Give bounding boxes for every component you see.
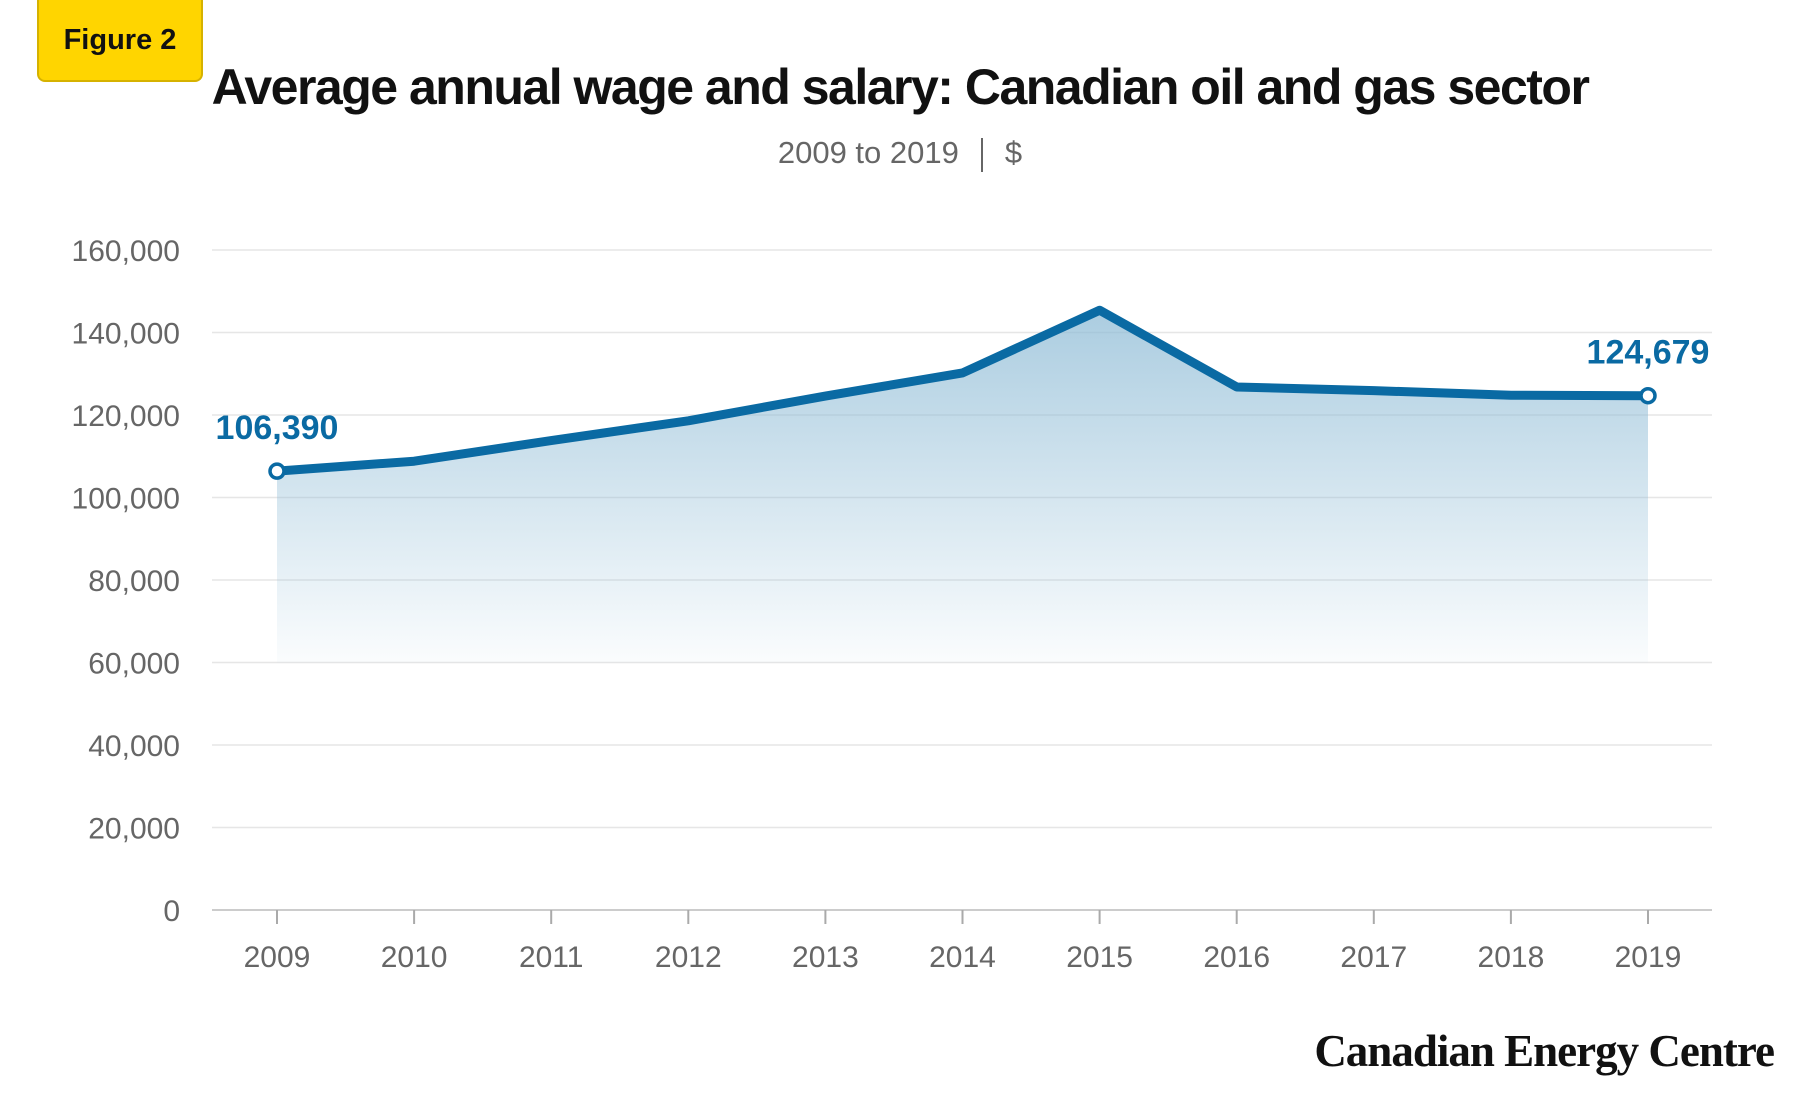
- x-tick-label: 2016: [1203, 941, 1270, 974]
- y-tick-label: 20,000: [88, 813, 180, 846]
- subtitle-separator: [980, 137, 983, 172]
- area-fill-group: [277, 310, 1648, 663]
- x-tick-label: 2017: [1340, 941, 1407, 974]
- chart-subtitle: 2009 to 2019 $: [0, 135, 1800, 172]
- x-tick-label: 2009: [244, 941, 311, 974]
- y-tick-label: 80,000: [88, 565, 180, 598]
- data-label: 106,390: [216, 409, 339, 447]
- data-point: [1234, 384, 1240, 390]
- subtitle-unit: $: [1004, 135, 1023, 170]
- area-fill: [277, 310, 1648, 663]
- data-point: [548, 438, 554, 444]
- endpoint-marker: [1639, 386, 1657, 405]
- canadian-energy-centre-logo: Canadian Energy Centre: [1314, 1026, 1775, 1076]
- subtitle-period: 2009 to 2019: [777, 135, 959, 170]
- chart-title: Average annual wage and salary: Canadian…: [211, 59, 1590, 115]
- data-point: [1371, 388, 1377, 394]
- series-line: [272, 305, 1653, 476]
- figure-badge: Figure 2: [37, 0, 203, 82]
- data-point: [411, 458, 417, 464]
- data-point: [960, 370, 966, 376]
- x-tick-label: 2015: [1066, 941, 1133, 974]
- x-tick-label: 2014: [929, 941, 996, 974]
- endpoint-marker: [268, 462, 286, 480]
- x-axis: [212, 909, 1712, 924]
- x-tick-label: 2011: [519, 941, 584, 974]
- x-tick-label: 2019: [1615, 941, 1682, 974]
- data-point: [1097, 307, 1103, 313]
- x-tick-label: 2012: [655, 941, 722, 974]
- y-tick-label: 160,000: [72, 235, 180, 268]
- data-point: [822, 393, 828, 399]
- annotations: 106,390 124,679: [216, 334, 1710, 480]
- y-tick-label: 40,000: [88, 730, 180, 763]
- tick-labels: 0 20,000 40,000 60,000 80,000 100,000 120,000 1…: [72, 235, 1682, 974]
- y-tick-label: 100,000: [72, 483, 180, 516]
- figure-badge-label: Figure 2: [63, 23, 177, 56]
- y-tick-label: 60,000: [88, 648, 180, 681]
- x-tick-label: 2010: [381, 941, 448, 974]
- x-tick-label: 2013: [792, 941, 859, 974]
- data-point: [685, 418, 691, 424]
- data-label: 124,679: [1587, 334, 1710, 372]
- y-tick-label: 120,000: [72, 400, 180, 433]
- y-tick-label: 140,000: [72, 318, 180, 351]
- x-tick-label: 2018: [1478, 941, 1545, 974]
- series-line-group: [272, 305, 1653, 476]
- y-tick-label: 0: [163, 895, 180, 928]
- data-point: [1508, 392, 1514, 398]
